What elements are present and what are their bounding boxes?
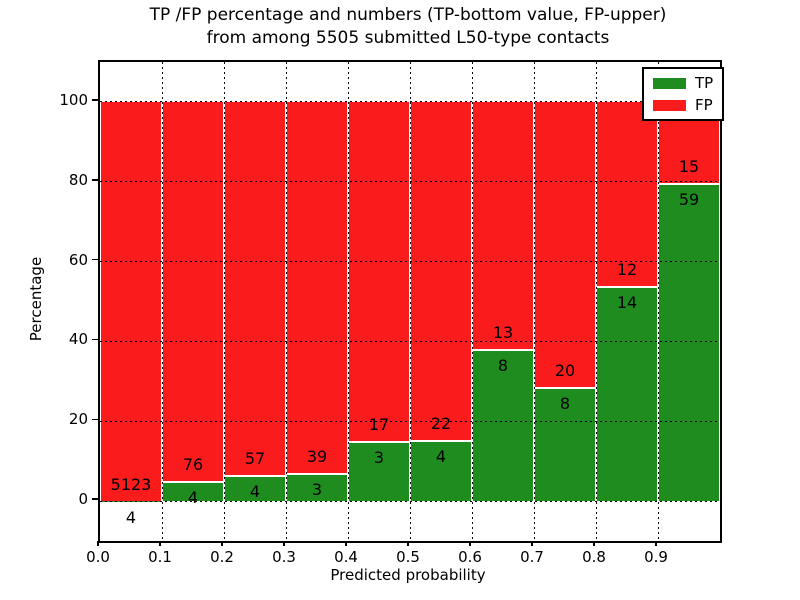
bar-count-fp: 15	[678, 156, 700, 176]
bar-fp	[348, 101, 410, 442]
chart-title-line1: TP /FP percentage and numbers (TP-bottom…	[149, 5, 667, 25]
legend-item-fp: FP	[653, 97, 713, 113]
fp-color-swatch	[653, 99, 686, 111]
bar-fp	[596, 101, 658, 287]
bar-tp	[596, 286, 658, 502]
bar-fp	[224, 101, 286, 475]
legend-item-tp: TP	[653, 75, 713, 91]
x-tick-mark	[407, 541, 409, 546]
x-tick-label: 0.7	[520, 548, 544, 566]
bar-count-tp: 8	[497, 356, 509, 375]
x-tick-mark	[283, 541, 285, 546]
bar-count-fp: 17	[368, 415, 390, 435]
gridline-x	[161, 62, 163, 541]
bar-tp	[534, 387, 596, 502]
y-tick-mark	[92, 179, 98, 181]
y-tick-mark	[92, 418, 98, 420]
x-tick-mark	[159, 541, 161, 546]
bar-tp	[658, 182, 720, 502]
bar-count-tp: 4	[125, 507, 137, 527]
grid-layer	[100, 62, 720, 541]
bar-fp	[100, 101, 162, 501]
bar-count-tp: 4	[187, 488, 199, 508]
gridline-x	[657, 62, 659, 541]
bar-count-fp: 12	[616, 260, 638, 280]
bar-count-fp: 22	[430, 413, 452, 433]
x-tick-label: 0.5	[396, 548, 420, 566]
y-tick-mark	[92, 258, 98, 261]
legend-label-fp: FP	[695, 96, 713, 114]
bar-fp	[162, 101, 224, 482]
x-tick-label: 0.6	[458, 548, 482, 566]
x-tick-label: 0.9	[644, 548, 668, 566]
bar-fp	[286, 101, 348, 473]
bar-count-tp: 4	[249, 481, 261, 501]
x-tick-label: 0.8	[582, 548, 606, 566]
bar-tp	[472, 349, 534, 502]
y-tick-label: 20	[68, 410, 88, 429]
tp-color-swatch	[653, 77, 686, 89]
bar-count-fp: 13	[492, 323, 514, 342]
bar-count-fp: 5123	[110, 474, 152, 494]
gridline-x	[223, 62, 225, 541]
bar-count-fp: 39	[306, 446, 328, 466]
gridline-x	[347, 62, 349, 541]
bar-count-tp: 4	[435, 446, 447, 466]
legend: TP FP	[642, 67, 725, 121]
bar-count-fp: 20	[554, 361, 576, 381]
y-tick-label: 60	[68, 250, 88, 269]
plot-area: 5123 4 76 4 57 4 39 3 17 3 22 4 13 8 20 8 12 14 15 59 TP FP	[98, 60, 725, 543]
y-tick-label: 0	[78, 490, 88, 509]
x-axis-title: Predicted probability	[330, 566, 486, 584]
bar-count-tp: 59	[678, 189, 700, 209]
bar-labels-layer: 5123 4 76 4 57 4 39 3 17 3 22 4 13 8 20 8 12 14 15 59	[100, 62, 720, 541]
bar-fp	[410, 101, 472, 440]
bar-count-tp: 14	[616, 293, 638, 313]
y-tick-label: 100	[59, 90, 88, 109]
legend-label-tp: TP	[695, 74, 714, 92]
bar-fp	[534, 101, 596, 388]
x-tick-mark	[221, 541, 223, 546]
bar-count-fp: 57	[244, 448, 266, 468]
bar-count-tp: 8	[559, 394, 571, 414]
bar-tp	[286, 472, 348, 502]
gridline-x	[285, 62, 287, 541]
x-tick-mark	[345, 541, 347, 546]
x-tick-label: 0.1	[148, 548, 172, 566]
bar-count-tp: 3	[311, 479, 323, 499]
chart-title: TP /FP percentage and numbers (TP-bottom…	[98, 4, 718, 50]
x-tick-label: 0.2	[210, 548, 234, 566]
gridline-x	[409, 62, 411, 541]
bar-count-tp: 3	[373, 448, 385, 468]
bar-tp	[410, 439, 472, 502]
y-tick-label: 40	[68, 330, 88, 349]
bar-count-fp: 76	[182, 455, 204, 475]
x-tick-mark	[593, 541, 595, 546]
y-axis-title: Percentage	[27, 256, 45, 342]
y-tick-mark	[92, 99, 98, 101]
y-tick-label: 80	[68, 170, 88, 189]
x-tick-mark	[531, 541, 533, 546]
gridline-x	[595, 62, 597, 541]
y-tick-mark	[92, 338, 98, 341]
gridline-x	[533, 62, 535, 541]
x-tick-label: 0.4	[334, 548, 358, 566]
x-tick-label: 0.0	[86, 548, 110, 566]
bar-fp	[472, 101, 534, 349]
gridline-x	[471, 62, 473, 541]
y-tick-mark	[92, 498, 98, 500]
bars-layer	[100, 62, 720, 541]
x-tick-mark	[469, 541, 471, 546]
x-tick-label: 0.3	[272, 548, 296, 566]
chart-title-line2: from among 5505 submitted L50-type conta…	[206, 28, 610, 48]
x-tick-mark	[97, 541, 99, 546]
x-tick-mark	[655, 541, 657, 546]
